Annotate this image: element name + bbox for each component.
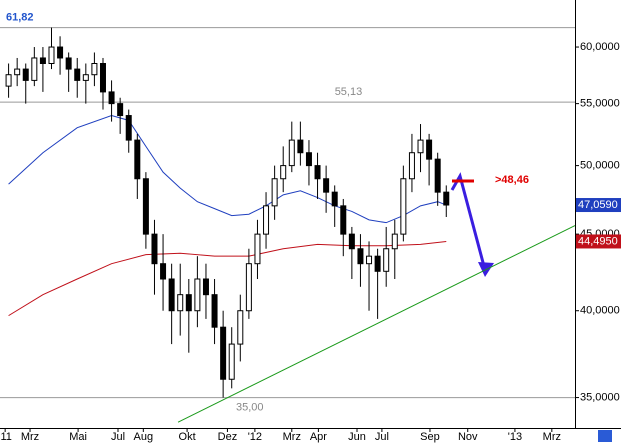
x-tick-label: Jul — [375, 431, 389, 443]
candle-body — [391, 233, 398, 250]
candle-body — [82, 74, 89, 81]
candle-body — [91, 62, 98, 76]
last-value-box — [576, 234, 621, 249]
candle-body — [151, 233, 158, 265]
last-value-label: 47,0590 — [578, 199, 618, 211]
candle-body — [31, 57, 38, 81]
candle-body — [117, 103, 124, 117]
x-tick-label: Okt — [179, 431, 196, 443]
candle-body — [434, 158, 441, 193]
x-tick-label: '12 — [248, 431, 262, 443]
x-tick-label: Apr — [310, 431, 327, 443]
candle-body — [142, 178, 149, 235]
candle-body — [280, 165, 287, 180]
trendline — [177, 225, 576, 423]
y-tick-label: 40,0000 — [580, 305, 620, 317]
candle-body — [357, 248, 364, 265]
x-tick-label: '11 — [0, 431, 12, 443]
candle-body — [245, 263, 252, 312]
candle-body — [374, 255, 381, 272]
candle-body — [177, 294, 184, 312]
candle-body — [366, 255, 373, 265]
candle-body — [400, 178, 407, 235]
candle-body — [408, 152, 415, 180]
x-tick-label: Nov — [458, 431, 478, 443]
last-value-label: 44,4950 — [578, 235, 618, 247]
candle-body — [65, 57, 72, 70]
candle-body — [314, 165, 321, 180]
y-tick-label: 35,0000 — [580, 391, 620, 403]
x-tick-label: '13 — [508, 431, 522, 443]
average-line — [8, 240, 447, 317]
candle-body — [331, 191, 338, 207]
target-label: >48,46 — [495, 174, 529, 186]
candle-body — [168, 278, 175, 312]
x-tick-label: Mrz — [21, 431, 39, 443]
candle-body — [185, 294, 192, 312]
candle-body — [211, 294, 218, 328]
candle-body — [340, 205, 347, 235]
candle-body — [254, 233, 261, 265]
y-tick-label: 55,0000 — [580, 98, 620, 110]
candle-body — [297, 139, 304, 154]
level-label: 55,13 — [335, 86, 363, 98]
x-tick-label: Mrz — [543, 431, 561, 443]
candle-body — [108, 91, 115, 105]
level-label: 61,82 — [6, 12, 34, 24]
candle-body — [263, 205, 270, 235]
candle-body — [74, 68, 81, 81]
x-tick-label: Aug — [134, 431, 154, 443]
candle-body — [271, 178, 278, 207]
candle-body — [426, 139, 433, 160]
candle-body — [48, 46, 55, 64]
candle-body — [5, 74, 12, 87]
x-tick-label: Mrz — [283, 431, 301, 443]
candle-body — [228, 343, 235, 380]
candle-body — [134, 139, 141, 180]
x-tick-label: Jul — [111, 431, 125, 443]
y-tick-label: 50,0000 — [580, 160, 620, 172]
corner-icon — [598, 430, 612, 442]
candle-body — [288, 139, 295, 167]
x-tick-label: Jun — [348, 431, 366, 443]
candle-body — [237, 310, 244, 345]
x-tick-label: Mai — [69, 431, 87, 443]
candle-body — [202, 278, 209, 296]
candle-body — [22, 68, 29, 81]
candle-body — [14, 68, 21, 76]
candle-body — [194, 278, 201, 312]
candle-body — [383, 248, 390, 272]
candle-body — [348, 233, 355, 250]
x-tick-label: Sep — [420, 431, 440, 443]
candle-body — [220, 326, 227, 380]
y-tick-label: 60,0000 — [580, 41, 620, 53]
candle-body — [323, 178, 330, 193]
candle-body — [417, 139, 424, 154]
candle-body — [125, 115, 132, 141]
candle-body — [39, 57, 46, 64]
candle-body — [99, 62, 106, 93]
candle-body — [443, 191, 450, 206]
x-tick-label: Dez — [218, 431, 238, 443]
candle-body — [160, 263, 167, 280]
arrow — [450, 172, 487, 271]
level-label: 35,00 — [236, 401, 264, 413]
candle-body — [305, 152, 312, 167]
candle-body — [57, 46, 64, 59]
last-value-box — [576, 198, 621, 213]
